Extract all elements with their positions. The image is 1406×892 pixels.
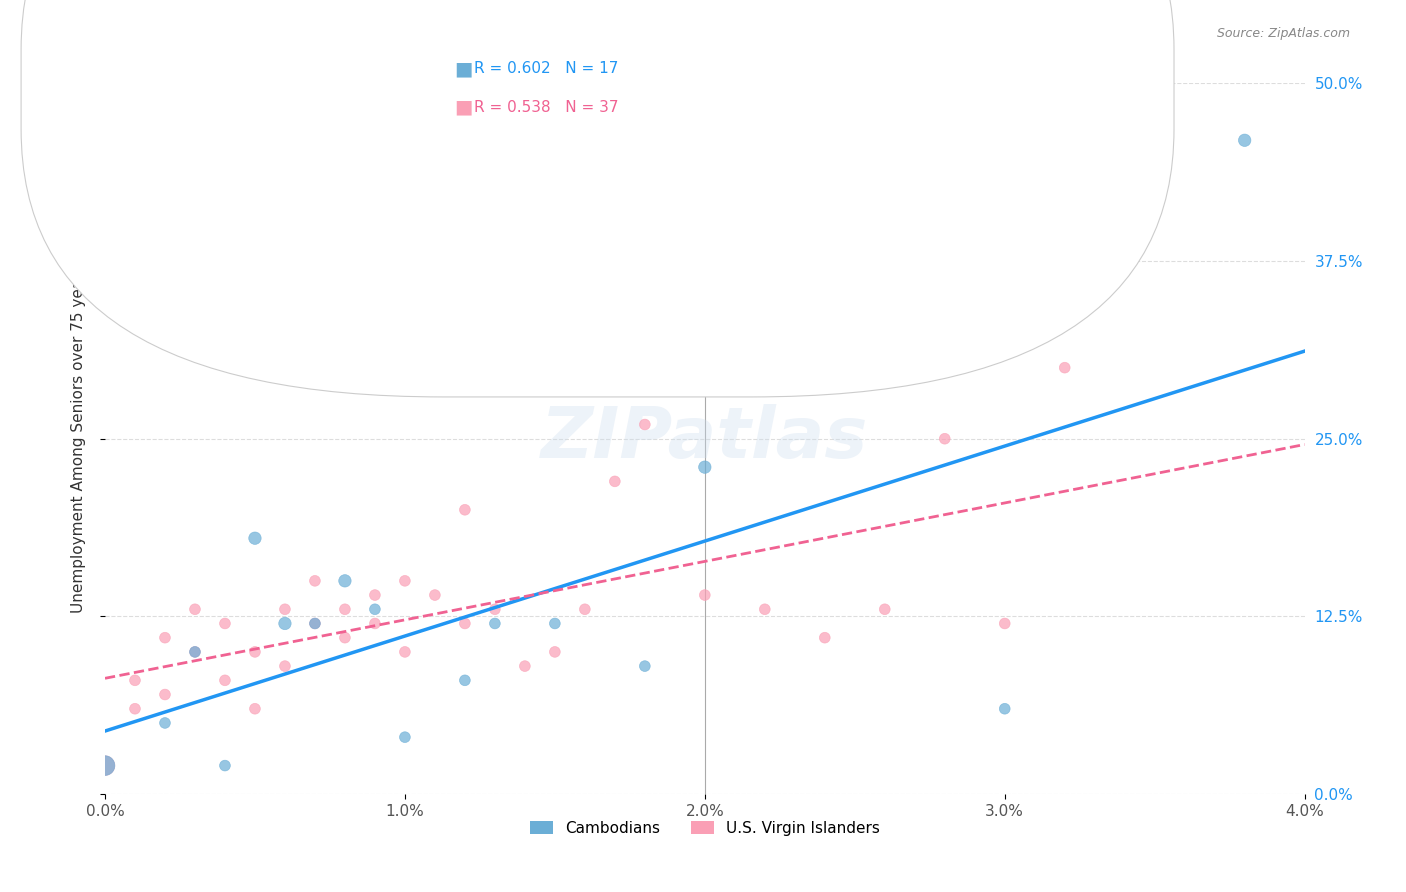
Text: R = 0.538   N = 37: R = 0.538 N = 37 [474, 100, 619, 114]
Point [304, 574, 326, 588]
Point [214, 758, 236, 772]
Point [394, 574, 416, 588]
Point [333, 574, 356, 588]
Point [153, 631, 176, 645]
Point [184, 645, 207, 659]
Point [333, 602, 356, 616]
Point [124, 673, 146, 688]
Point [423, 588, 446, 602]
Point [214, 673, 236, 688]
Point [513, 659, 536, 673]
Point [394, 730, 416, 744]
Point [634, 659, 657, 673]
Point [274, 616, 297, 631]
Point [994, 616, 1017, 631]
Point [94, 758, 117, 772]
Point [243, 531, 266, 545]
Point [364, 602, 387, 616]
Text: ZIPatlas: ZIPatlas [541, 404, 869, 474]
Point [1053, 360, 1076, 375]
Point [184, 602, 207, 616]
Point [274, 602, 297, 616]
Point [693, 460, 716, 475]
Point [1233, 133, 1256, 147]
Point [484, 602, 506, 616]
Point [274, 659, 297, 673]
Point [603, 475, 626, 489]
Point [574, 602, 596, 616]
Point [544, 645, 567, 659]
Point [153, 688, 176, 702]
Point [454, 503, 477, 517]
Text: ■: ■ [454, 97, 472, 117]
Point [544, 616, 567, 631]
Legend: Cambodians, U.S. Virgin Islanders: Cambodians, U.S. Virgin Islanders [523, 813, 887, 843]
Point [394, 645, 416, 659]
Text: R = 0.602   N = 17: R = 0.602 N = 17 [474, 62, 619, 76]
Text: CAMBODIAN VS U.S. VIRGIN ISLANDER UNEMPLOYMENT AMONG SENIORS OVER 75 YEARS CORRE: CAMBODIAN VS U.S. VIRGIN ISLANDER UNEMPL… [56, 27, 914, 42]
Point [153, 715, 176, 730]
Point [333, 631, 356, 645]
Text: ■: ■ [454, 59, 472, 78]
Point [304, 616, 326, 631]
Y-axis label: Unemployment Among Seniors over 75 years: Unemployment Among Seniors over 75 years [72, 264, 86, 613]
Point [484, 616, 506, 631]
Point [364, 616, 387, 631]
Point [994, 702, 1017, 716]
Point [754, 602, 776, 616]
Point [873, 602, 896, 616]
Point [364, 588, 387, 602]
Point [454, 616, 477, 631]
Text: Source: ZipAtlas.com: Source: ZipAtlas.com [1216, 27, 1350, 40]
Point [243, 645, 266, 659]
Point [94, 758, 117, 772]
Point [814, 631, 837, 645]
Point [214, 616, 236, 631]
Point [634, 417, 657, 432]
Point [304, 616, 326, 631]
Point [934, 432, 956, 446]
Point [693, 588, 716, 602]
Point [243, 702, 266, 716]
Point [454, 673, 477, 688]
Point [184, 645, 207, 659]
Point [124, 702, 146, 716]
